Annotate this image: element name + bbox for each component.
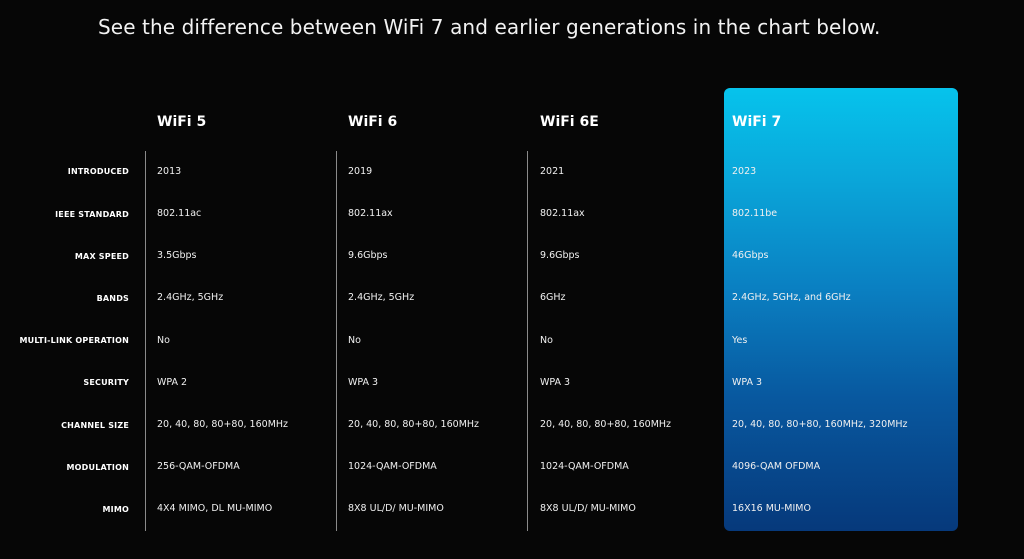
row-label-ieee-standard: IEEE STANDARD <box>55 210 129 219</box>
row-label-multi-link-operation: MULTI-LINK OPERATION <box>19 336 129 345</box>
cell-wifi5-security: WPA 2 <box>157 377 188 388</box>
cell-wifi6-multi-link-operation: No <box>348 335 361 346</box>
column-header-wifi5: WiFi 5 <box>157 114 207 130</box>
cell-wifi6e-modulation: 1024-QAM-OFDMA <box>540 461 629 472</box>
cell-wifi6-modulation: 1024-QAM-OFDMA <box>348 461 437 472</box>
cell-wifi6-channel-size: 20, 40, 80, 80+80, 160MHz <box>348 419 480 430</box>
cell-wifi6e-ieee-standard: 802.11ax <box>540 208 585 219</box>
row-label-introduced: INTRODUCED <box>67 167 129 176</box>
cell-wifi6-mimo: 8X8 UL/D/ MU-MIMO <box>348 503 444 514</box>
column-header-wifi7: WiFi 7 <box>732 114 782 130</box>
cell-wifi6e-introduced: 2021 <box>540 166 565 177</box>
cell-wifi5-modulation: 256-QAM-OFDMA <box>157 461 240 472</box>
column-divider <box>336 151 337 531</box>
column-header-wifi6: WiFi 6 <box>348 114 398 130</box>
cell-wifi7-security: WPA 3 <box>732 377 763 388</box>
cell-wifi6e-channel-size: 20, 40, 80, 80+80, 160MHz <box>540 419 672 430</box>
cell-wifi6-introduced: 2019 <box>348 166 373 177</box>
cell-wifi7-multi-link-operation: Yes <box>732 335 748 346</box>
cell-wifi6e-multi-link-operation: No <box>540 335 553 346</box>
cell-wifi6e-max-speed: 9.6Gbps <box>540 250 580 261</box>
cell-wifi7-ieee-standard: 802.11be <box>732 208 778 219</box>
cell-wifi7-channel-size: 20, 40, 80, 80+80, 160MHz, 320MHz <box>732 419 908 430</box>
cell-wifi6-ieee-standard: 802.11ax <box>348 208 393 219</box>
cell-wifi5-mimo: 4X4 MIMO, DL MU-MIMO <box>157 503 273 514</box>
cell-wifi5-multi-link-operation: No <box>157 335 170 346</box>
cell-wifi5-ieee-standard: 802.11ac <box>157 208 202 219</box>
cell-wifi6-security: WPA 3 <box>348 377 379 388</box>
cell-wifi5-bands: 2.4GHz, 5GHz <box>157 292 224 303</box>
row-label-channel-size: CHANNEL SIZE <box>61 421 129 430</box>
cell-wifi6e-mimo: 8X8 UL/D/ MU-MIMO <box>540 503 636 514</box>
cell-wifi7-modulation: 4096-QAM OFDMA <box>732 461 821 472</box>
column-header-wifi6e: WiFi 6E <box>540 114 599 130</box>
cell-wifi5-max-speed: 3.5Gbps <box>157 250 197 261</box>
row-label-bands: BANDS <box>96 294 129 303</box>
cell-wifi6e-bands: 6GHz <box>540 292 566 303</box>
cell-wifi6-bands: 2.4GHz, 5GHz <box>348 292 415 303</box>
column-divider <box>145 151 146 531</box>
cell-wifi7-bands: 2.4GHz, 5GHz, and 6GHz <box>732 292 851 303</box>
page-headline: See the difference between WiFi 7 and ea… <box>98 15 881 39</box>
cell-wifi5-introduced: 2013 <box>157 166 182 177</box>
row-label-max-speed: MAX SPEED <box>74 252 129 261</box>
row-label-mimo: MIMO <box>102 505 129 514</box>
column-divider <box>527 151 528 531</box>
cell-wifi7-max-speed: 46Gbps <box>732 250 769 261</box>
cell-wifi7-mimo: 16X16 MU-MIMO <box>732 503 811 514</box>
row-label-modulation: MODULATION <box>66 463 129 472</box>
cell-wifi5-channel-size: 20, 40, 80, 80+80, 160MHz <box>157 419 289 430</box>
cell-wifi6e-security: WPA 3 <box>540 377 571 388</box>
wifi7-highlight-panel <box>724 88 958 531</box>
row-label-security: SECURITY <box>83 378 129 387</box>
cell-wifi7-introduced: 2023 <box>732 166 757 177</box>
cell-wifi6-max-speed: 9.6Gbps <box>348 250 388 261</box>
